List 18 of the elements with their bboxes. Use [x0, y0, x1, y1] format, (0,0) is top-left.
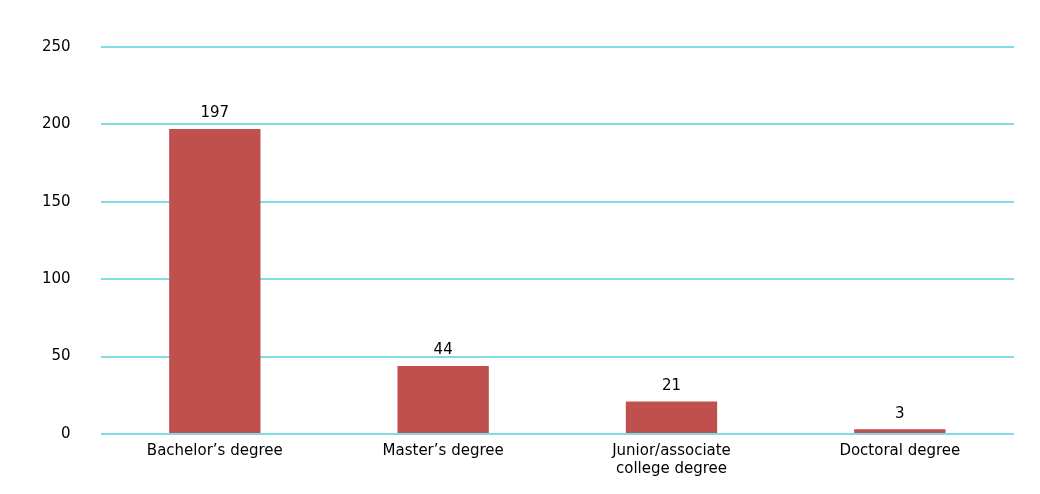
- x-tick-label: Bachelor’s degree: [146, 440, 283, 459]
- data-label: 3: [895, 403, 905, 422]
- data-label: 21: [661, 375, 682, 394]
- x-tick-label: Junior/associate college degree: [611, 440, 731, 477]
- y-tick-label: 150: [41, 191, 71, 210]
- y-tick-label: 0: [61, 423, 71, 442]
- bar: [169, 129, 261, 433]
- data-label: 44: [433, 340, 453, 359]
- bar: [625, 401, 718, 433]
- y-tick-label: 50: [51, 346, 71, 365]
- x-tick-label: Master’s degree: [382, 440, 504, 459]
- data-label: 197: [200, 103, 230, 122]
- y-tick-label: 200: [41, 114, 71, 133]
- bar: [854, 429, 946, 433]
- y-tick-label: 100: [41, 269, 71, 288]
- x-tick-label: Doctoral degree: [839, 440, 961, 459]
- y-tick-label: 250: [41, 36, 71, 55]
- bar: [397, 365, 489, 433]
